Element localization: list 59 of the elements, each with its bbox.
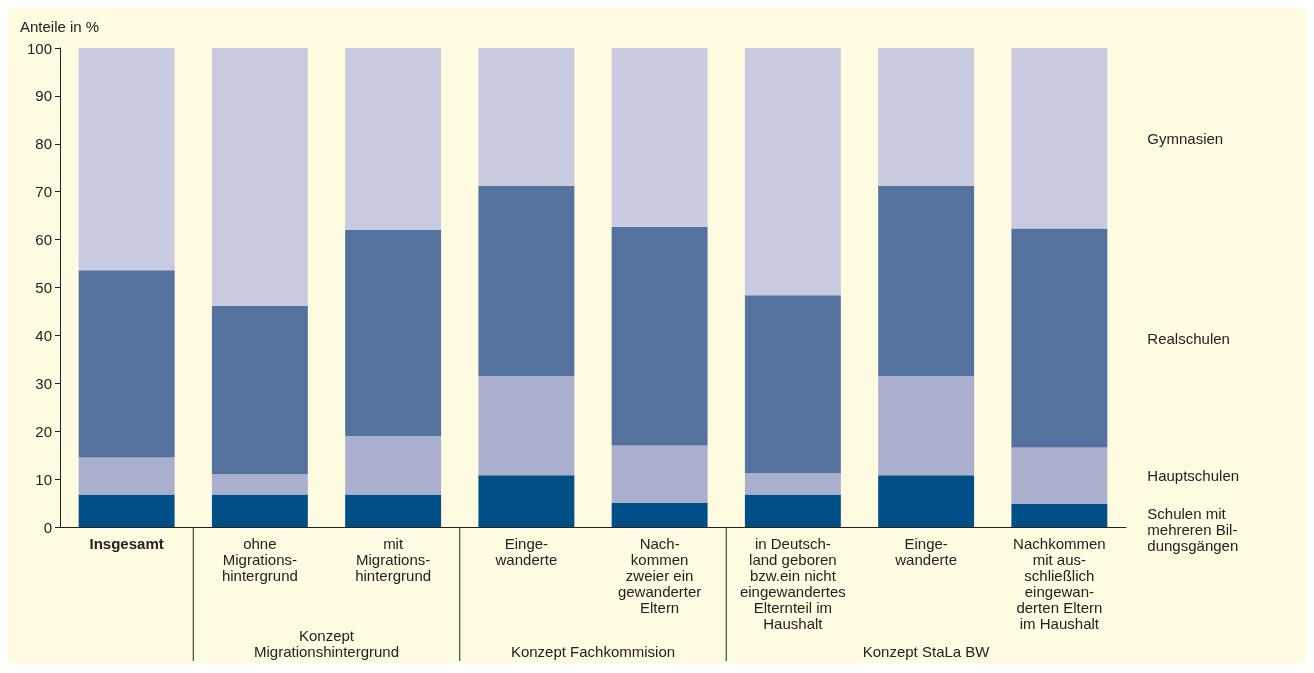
bar: [78, 48, 175, 271]
text: Hauptschulen: [1147, 467, 1240, 485]
x-tick-label: mit Migrations- hintergrund: [355, 534, 432, 584]
x-tick-label: in Deutsch- land geboren bzw.ein nicht eingewandertes Elternteil im Haushalt: [739, 534, 846, 632]
bar: [744, 473, 841, 495]
bar: [211, 494, 308, 527]
bar: [611, 445, 708, 504]
y-tick-label: 60: [35, 231, 52, 249]
bar: [478, 475, 575, 527]
text: Schulen mit mehreren Bil- dungsgängen: [1147, 505, 1239, 554]
y-tick-label: 100: [26, 39, 52, 57]
bar: [345, 494, 442, 527]
text: Konzept Fachkommision: [510, 642, 676, 660]
text: Realschulen: [1147, 329, 1230, 347]
x-tick-label: Insgesamt: [89, 534, 164, 552]
bar: [878, 475, 975, 527]
y-tick-label: 10: [35, 470, 52, 488]
text: Konzept StaLa BW: [862, 642, 991, 660]
x-tick-label: Nach- kommen zweier ein gewanderter Eltern: [617, 534, 702, 616]
y-tick-label: 90: [35, 87, 52, 105]
bar: [211, 474, 308, 495]
bar: [1011, 228, 1108, 448]
bar: [1011, 504, 1108, 527]
bar: [744, 494, 841, 527]
bar: [878, 376, 975, 476]
bar: [611, 503, 708, 527]
y-tick-label: 40: [35, 326, 52, 344]
y-tick-label: 80: [35, 135, 52, 153]
y-axis-title: Anteile in %: [20, 18, 100, 35]
bar: [345, 435, 442, 495]
bar: [878, 185, 975, 377]
bar: [744, 48, 841, 296]
bar: [78, 457, 175, 495]
bar: [611, 226, 708, 446]
x-tick-label: Einge- wanderte: [494, 534, 558, 568]
y-tick-label: 20: [35, 422, 52, 440]
y-tick-label: 30: [35, 374, 52, 392]
bar: [611, 48, 708, 227]
bar: [211, 48, 308, 306]
bar: [478, 185, 575, 377]
y-tick-label: 70: [35, 183, 52, 201]
bar: [78, 494, 175, 527]
y-tick-label: 0: [43, 518, 52, 536]
x-tick-label: Nachkommen mit aus- schließlich eingewan- derten Eltern im Haushalt: [1013, 534, 1106, 632]
bar: [345, 230, 442, 436]
bar: [744, 295, 841, 474]
text: Gymnasien: [1147, 129, 1224, 147]
bar: [1011, 447, 1108, 505]
bar: [478, 48, 575, 186]
bar: [345, 48, 442, 231]
bar: [211, 305, 308, 475]
x-tick-label: ohne Migrations- hintergrund: [221, 534, 298, 584]
bar: [1011, 48, 1108, 229]
text: Konzept Migrationshintergrund: [253, 626, 400, 660]
x-tick-label: Einge- wanderte: [894, 534, 957, 568]
bar: [78, 270, 175, 458]
y-tick-label: 50: [35, 279, 52, 296]
bar: [878, 48, 975, 186]
bar: [478, 376, 575, 476]
